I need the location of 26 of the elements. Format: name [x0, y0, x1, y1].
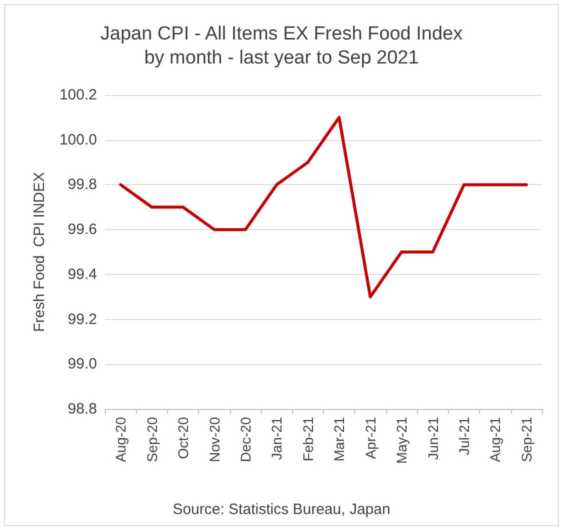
x-tick-label: May-21: [394, 416, 410, 464]
source-note: Source: Statistics Bureau, Japan: [172, 501, 390, 518]
y-tick-label: 99.6: [68, 221, 97, 238]
x-tick-label: Jan-21: [268, 416, 285, 460]
y-tick-label: 100.0: [59, 131, 97, 148]
y-tick-label: 99.0: [68, 356, 97, 373]
x-tick-label: Sep-20: [144, 416, 160, 462]
x-tick-label: Jul-21: [456, 416, 472, 456]
y-tick-label: 99.4: [68, 266, 97, 283]
y-tick-label: 99.8: [68, 176, 97, 194]
x-tick-label: Aug-21: [487, 416, 504, 462]
x-tick-label: Feb-21: [300, 416, 316, 462]
x-tick-label: Aug-20: [112, 416, 129, 462]
line-series: [119, 116, 528, 298]
x-tick-label: Mar-21: [331, 416, 348, 462]
x-tick-label: Apr-21: [362, 416, 378, 460]
x-tick-label: Sep-21: [518, 416, 534, 462]
chart-title: Japan CPI - All Items EX Fresh Food Index by month - last year to Sep 2021: [100, 24, 464, 68]
x-tick-label: Dec-20: [237, 416, 254, 462]
x-tick-label: Jun-21: [424, 416, 441, 460]
y-tick-label: 98.8: [68, 400, 97, 418]
x-tick-label: Oct-20: [175, 416, 192, 460]
x-tick-label: Nov-20: [206, 416, 222, 462]
y-axis-title: Fresh Food CPI INDEX: [31, 172, 48, 332]
y-tick-label: 100.2: [59, 86, 97, 104]
y-tick-label: 99.2: [68, 310, 97, 328]
